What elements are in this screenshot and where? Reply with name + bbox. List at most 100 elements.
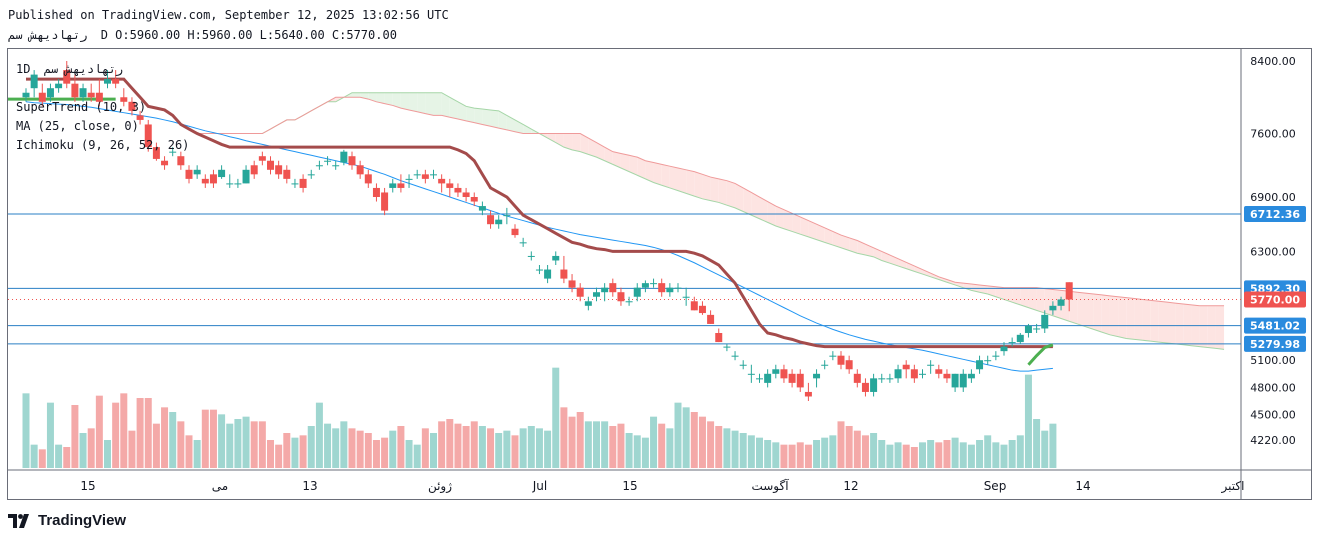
volume-bar <box>796 442 804 468</box>
price-label-box <box>1244 317 1306 334</box>
time-tick-label: Sep <box>984 479 1007 493</box>
legend-ichimoku[interactable]: Ichimoku (9, 26, 52, 26) <box>16 138 190 152</box>
volume-bar <box>79 433 87 468</box>
volume-bar <box>372 440 380 468</box>
volume-bar <box>258 421 266 468</box>
ichimoku-cloud-segment <box>1118 296 1127 339</box>
volume-bar <box>112 402 120 468</box>
candle-body <box>788 373 796 383</box>
candle-body <box>478 206 486 211</box>
ichimoku-cloud-segment <box>1142 299 1151 342</box>
chart-frame[interactable]: 8400.00 7600.00 6900.00 6300.00 5100.00 4800.… <box>7 48 1312 500</box>
candle-body <box>641 283 649 288</box>
candle-body <box>1024 325 1032 334</box>
candle-body <box>511 228 519 236</box>
volume-bar <box>959 442 967 468</box>
candle-body <box>617 292 625 302</box>
candle-body <box>250 165 258 175</box>
volume-bar <box>446 419 454 468</box>
candle-body <box>79 88 87 98</box>
volume-bar <box>568 416 576 468</box>
time-tick-label: مى <box>212 479 228 493</box>
price-label: 5279.98 <box>1250 338 1300 351</box>
volume-bar <box>527 426 535 468</box>
ichimoku-cloud-segment <box>1150 300 1159 343</box>
candle-body <box>283 169 291 179</box>
ichimoku-cloud-segment <box>857 240 866 256</box>
candle-body <box>275 165 283 175</box>
ichimoku-cloud-segment <box>612 151 621 168</box>
time-tick-label: 12 <box>843 479 858 493</box>
ichimoku-cloud-segment <box>1101 294 1110 335</box>
price-tick-label: 4220.00 <box>1250 434 1296 447</box>
ichimoku-cloud-segment <box>515 119 524 134</box>
volume-bar <box>535 428 543 468</box>
candle-body <box>1008 342 1016 344</box>
volume-bar <box>772 442 780 468</box>
price-tick-label: 5100.00 <box>1250 354 1296 367</box>
ichimoku-cloud-segment <box>572 133 581 152</box>
price-tick-label: 6900.00 <box>1250 191 1296 204</box>
ichimoku-cloud-segment <box>588 138 597 158</box>
candle-body <box>674 287 682 289</box>
ichimoku-cloud-segment <box>694 171 703 199</box>
volume-bar <box>853 430 861 468</box>
volume-bar <box>886 444 894 468</box>
ichimoku-cloud-segment <box>751 192 760 219</box>
candle-body <box>1041 314 1049 329</box>
ichimoku-cloud-segment <box>889 255 899 266</box>
volume-bar <box>821 437 829 468</box>
volume-bar <box>487 428 495 468</box>
candle-body <box>267 160 274 170</box>
price-label-box <box>1244 335 1306 352</box>
ichimoku-cloud-segment <box>555 133 564 148</box>
ichimoku-cloud-segment <box>1167 302 1176 344</box>
volume-bar <box>71 405 79 468</box>
ichimoku-cloud-segment <box>914 265 923 275</box>
candle-body <box>919 373 926 375</box>
chart-canvas[interactable]: 8400.00 7600.00 6900.00 6300.00 5100.00 4800.… <box>8 49 1311 499</box>
candle-body <box>951 373 959 388</box>
legend-supertrend[interactable]: SuperTrend (10, 3) <box>16 100 147 114</box>
candle-body <box>715 333 723 343</box>
candle-body <box>470 197 478 202</box>
volume-bar <box>324 423 332 468</box>
volume-bar <box>421 428 429 468</box>
ichimoku-cloud-segment <box>620 153 630 172</box>
volume-bar <box>976 440 984 468</box>
volume-bar <box>601 421 609 468</box>
candle-body <box>837 355 845 365</box>
candle-body <box>291 183 299 185</box>
volume-bar <box>617 423 625 468</box>
candle-body <box>772 369 780 374</box>
ichimoku-cloud-segment <box>841 235 850 251</box>
ichimoku-cloud-segment <box>1183 303 1192 346</box>
volume-bar <box>209 409 217 468</box>
candle-body <box>544 269 552 279</box>
candle-body <box>218 169 226 178</box>
volume-bar <box>764 440 772 468</box>
ichimoku-cloud-segment <box>441 92 450 118</box>
volume-bar <box>878 440 886 468</box>
ichimoku-cloud-segment <box>449 97 458 120</box>
volume-bar <box>381 437 389 468</box>
volume-bar <box>739 433 747 468</box>
volume-bar <box>1016 435 1024 468</box>
candle-body <box>943 373 951 379</box>
candle-body <box>690 301 698 311</box>
ichimoku-cloud-segment <box>824 227 833 246</box>
volume-bar <box>185 435 193 468</box>
volume-bar <box>95 395 103 468</box>
ichimoku-span-b <box>197 96 1225 307</box>
ichimoku-cloud-segment <box>1134 298 1143 341</box>
volume-bar <box>731 430 739 468</box>
candle-body <box>397 183 405 188</box>
legend-ma[interactable]: MA (25, close, 0) <box>16 119 139 133</box>
candle-body <box>503 215 511 217</box>
candle-body <box>430 174 437 176</box>
candle-body <box>560 269 568 279</box>
candle-body <box>625 301 633 303</box>
ichimoku-cloud-segment <box>523 124 532 134</box>
candle-body <box>438 178 446 184</box>
candle-body <box>519 242 527 244</box>
